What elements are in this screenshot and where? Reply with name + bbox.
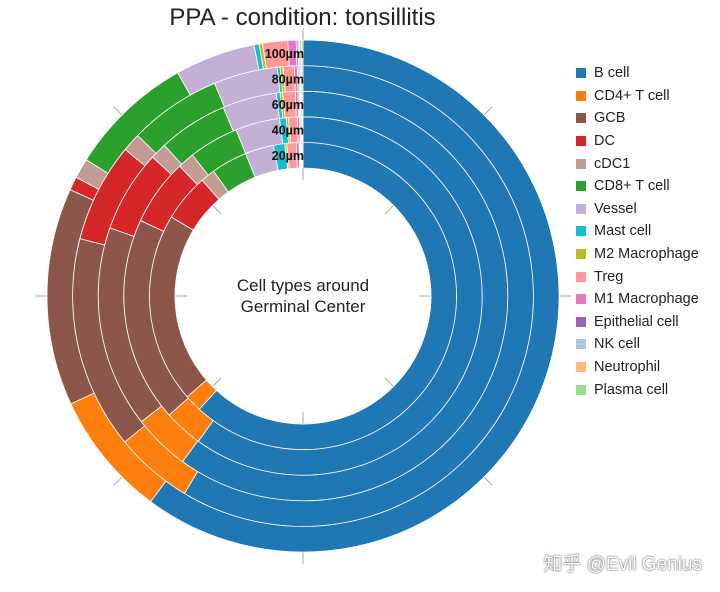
ring-label-60um: 60µm — [272, 98, 304, 112]
legend-swatch — [576, 226, 586, 237]
legend-item-plasma-cell[interactable]: Plasma cell — [576, 378, 699, 401]
legend-label: NK cell — [594, 336, 640, 353]
legend-swatch — [576, 158, 586, 169]
legend-label: GCB — [594, 110, 626, 127]
legend-label: M2 Macrophage — [594, 246, 699, 263]
legend-swatch — [576, 362, 586, 373]
legend-item-mast-cell[interactable]: Mast cell — [576, 220, 699, 243]
watermark: 知乎 @Evil Genius — [543, 554, 702, 575]
legend-swatch — [576, 384, 586, 395]
legend-item-m2-macrophage[interactable]: M2 Macrophage — [576, 243, 699, 266]
ring-label-100um: 100µm — [265, 47, 304, 61]
legend-label: M1 Macrophage — [594, 291, 699, 308]
legend-swatch — [576, 68, 586, 79]
legend-item-neutrophil[interactable]: Neutrophil — [576, 356, 699, 379]
legend-label: DC — [594, 133, 615, 150]
center-label-line-1: Cell types around — [236, 276, 370, 295]
legend-swatch — [576, 294, 586, 305]
center-label-line-2: Germinal Center — [240, 297, 366, 316]
legend-swatch — [576, 181, 586, 192]
legend-item-cdc1[interactable]: cDC1 — [576, 152, 699, 175]
legend-label: Mast cell — [594, 223, 652, 240]
ring-label-80um: 80µm — [272, 72, 304, 86]
ring-label-20um: 20µm — [272, 149, 304, 163]
legend-swatch — [576, 113, 586, 124]
legend-swatch — [576, 249, 586, 260]
legend-swatch — [576, 90, 586, 101]
legend-item-cd4-t-cell[interactable]: CD4+ T cell — [576, 85, 699, 108]
legend-item-gcb[interactable]: GCB — [576, 107, 699, 130]
legend-swatch — [576, 271, 586, 282]
slice-100um-plasma-cell[interactable] — [300, 39, 304, 67]
chart-title: PPA - condition: tonsillitis — [169, 4, 436, 31]
donut-chart: 20µm 40µm 60µm 80µm 100µm — [35, 28, 571, 564]
legend-label: B cell — [594, 65, 630, 82]
legend-label: Plasma cell — [594, 381, 669, 398]
legend-swatch — [576, 316, 586, 327]
legend-label: CD4+ T cell — [594, 87, 670, 104]
center-label: Cell types around Germinal Center — [203, 275, 403, 317]
legend-item-treg[interactable]: Treg — [576, 265, 699, 288]
legend-swatch — [576, 136, 586, 147]
legend-item-nk-cell[interactable]: NK cell — [576, 333, 699, 356]
legend-swatch — [576, 203, 586, 214]
legend-item-cd8-t-cell[interactable]: CD8+ T cell — [576, 175, 699, 198]
legend-item-epithelial-cell[interactable]: Epithelial cell — [576, 311, 699, 334]
legend-label: Neutrophil — [594, 359, 661, 376]
legend-item-vessel[interactable]: Vessel — [576, 198, 699, 221]
legend-label: CD8+ T cell — [594, 178, 670, 195]
legend-label: Epithelial cell — [594, 313, 679, 330]
legend-label: Vessel — [594, 200, 637, 217]
legend-item-b-cell[interactable]: B cell — [576, 62, 699, 85]
legend-swatch — [576, 339, 586, 350]
legend-item-dc[interactable]: DC — [576, 130, 699, 153]
slice-100um-b-cell[interactable] — [150, 39, 560, 553]
legend-label: cDC1 — [594, 155, 631, 172]
legend-label: Treg — [594, 268, 624, 285]
legend: B cell CD4+ T cell GCB DC cDC1 CD8+ T cell Ves… — [576, 62, 699, 401]
ring-label-40um: 40µm — [272, 124, 304, 138]
legend-item-m1-macrophage[interactable]: M1 Macrophage — [576, 288, 699, 311]
